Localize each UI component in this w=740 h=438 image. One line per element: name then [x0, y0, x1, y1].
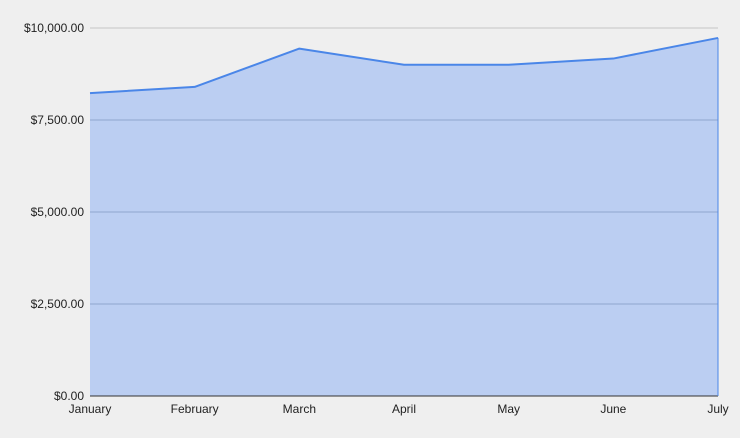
series-line [89, 36, 719, 95]
x-axis-tick-labels: January February March April May June July [69, 402, 729, 416]
y-tick-label: $5,000.00 [31, 205, 85, 219]
x-tick-label: May [497, 402, 520, 416]
x-tick-label: June [600, 402, 626, 416]
y-tick-label: $7,500.00 [31, 113, 85, 127]
gridlines-over-fill [90, 119, 718, 305]
x-tick-label: February [171, 402, 219, 416]
x-tick-label: July [707, 402, 728, 416]
x-tick-label: April [392, 402, 416, 416]
y-tick-label: $10,000.00 [24, 21, 84, 35]
x-tick-label: January [69, 402, 112, 416]
y-tick-label: $2,500.00 [31, 297, 85, 311]
x-tick-label: March [283, 402, 316, 416]
y-tick-label: $0.00 [54, 389, 84, 403]
series-area-fill [90, 37, 718, 396]
y-axis-tick-labels: $0.00 $2,500.00 $5,000.00 $7,500.00 $10,000.… [24, 21, 84, 403]
